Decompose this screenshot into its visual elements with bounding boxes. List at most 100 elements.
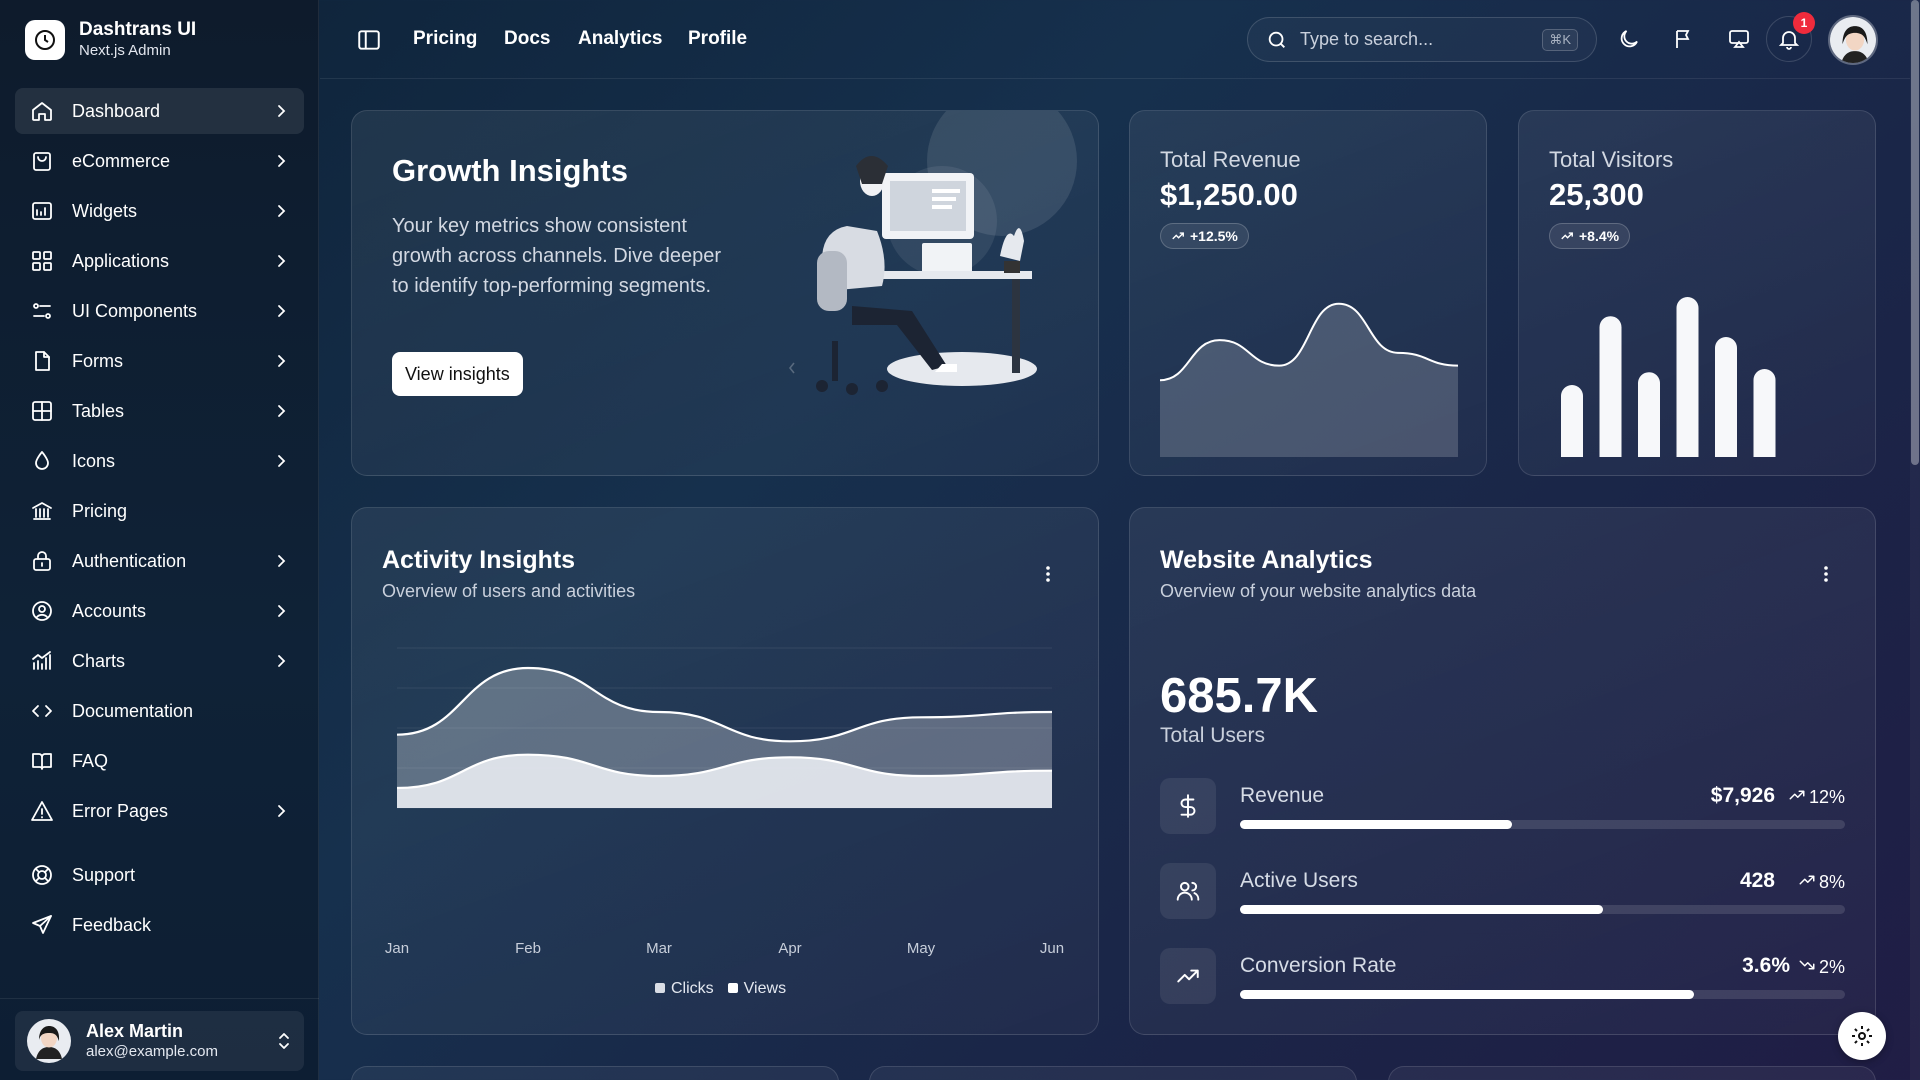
- top-header: Pricing Docs Analytics Profile ⌘K 1: [320, 0, 1910, 79]
- trending-down-icon: [1798, 956, 1816, 979]
- sidebar-item-pricing[interactable]: Pricing: [15, 488, 304, 534]
- visitors-bar-base: [1638, 446, 1660, 457]
- metric-progress-fill: [1240, 820, 1513, 829]
- sidebar-item-accounts[interactable]: Accounts: [15, 588, 304, 634]
- growth-text: Your key metrics show consistent growth …: [392, 215, 722, 297]
- search-icon: [1268, 31, 1285, 48]
- sidebar-item-support[interactable]: Support: [15, 852, 304, 898]
- lifebuoy-icon: [29, 862, 55, 888]
- dollar-icon: [1160, 778, 1216, 834]
- flag-icon[interactable]: [1670, 25, 1698, 53]
- grid-icon: [29, 248, 55, 274]
- settings-button[interactable]: [1838, 1012, 1886, 1060]
- chevron-right-icon: [274, 804, 288, 818]
- activity-title: Activity Insights: [382, 546, 576, 574]
- cast-icon[interactable]: [1725, 25, 1753, 53]
- visitors-label: Total Visitors: [1549, 147, 1674, 172]
- nav-link-profile[interactable]: Profile: [688, 28, 748, 49]
- sidebar-item-faq[interactable]: FAQ: [15, 738, 304, 784]
- metric-value: 428: [1739, 869, 1775, 892]
- more-vertical-icon[interactable]: [1038, 564, 1058, 584]
- notifications-button[interactable]: [1766, 16, 1812, 62]
- revenue-value: $1,250.00: [1160, 177, 1298, 212]
- chevron-right-icon: [274, 354, 288, 368]
- chevron-right-icon: [274, 604, 288, 618]
- users-icon: [1160, 863, 1216, 919]
- sidebar-item-applications[interactable]: Applications: [15, 238, 304, 284]
- profile-avatar[interactable]: [1828, 15, 1878, 65]
- user-circle-icon: [29, 598, 55, 624]
- metric-label: Active Users: [1240, 869, 1358, 892]
- sidebar-item-error-pages[interactable]: Error Pages: [15, 788, 304, 834]
- activity-subtitle: Overview of users and activities: [382, 581, 636, 601]
- sidebar-item-documentation[interactable]: Documentation: [15, 688, 304, 734]
- sidebar-item-charts[interactable]: Charts: [15, 638, 304, 684]
- nav-link-pricing[interactable]: Pricing: [413, 28, 478, 49]
- metric-label: Conversion Rate: [1240, 954, 1397, 977]
- visitors-bar-base: [1753, 446, 1776, 457]
- revenue-area: [1160, 303, 1458, 457]
- nav-spacer: [15, 838, 304, 852]
- chevron-right-icon: [274, 654, 288, 668]
- clock-icon: [25, 19, 65, 60]
- total-visitors-card: Total Visitors 25,300 +8.4%: [1518, 110, 1876, 476]
- table-icon: [29, 398, 55, 424]
- brand-title: Dashtrans UI: [79, 19, 197, 40]
- moon-icon[interactable]: [1615, 25, 1643, 53]
- user-menu[interactable]: Alex Martin alex@example.com: [15, 1011, 304, 1071]
- chevron-right-icon: [274, 204, 288, 218]
- sidebar-item-authentication[interactable]: Authentication: [15, 538, 304, 584]
- book-icon: [29, 748, 55, 774]
- total-revenue-card: Total Revenue $1,250.00 +12.5%: [1129, 110, 1487, 476]
- visitors-bar-base: [1561, 446, 1583, 457]
- metric-label: Revenue: [1240, 784, 1325, 807]
- sidebar-item-ecommerce[interactable]: eCommerce: [15, 138, 304, 184]
- sidebar-item-label: Documentation: [72, 700, 194, 721]
- metric-value: $7,926: [1710, 784, 1775, 807]
- activity-insights-card: Activity Insights Overview of users and …: [351, 507, 1099, 1035]
- view-insights-button[interactable]: View insights: [392, 352, 523, 396]
- chevron-right-icon: [274, 554, 288, 568]
- send-icon: [29, 912, 55, 938]
- growth-insights-card: Growth Insights Your key metrics show co…: [351, 110, 1099, 476]
- nav-link-analytics[interactable]: Analytics: [578, 28, 663, 49]
- chart-icon: [29, 648, 55, 674]
- legend-item-views[interactable]: Views: [727, 980, 786, 998]
- area-views: [397, 754, 1052, 808]
- nav-link-docs[interactable]: Docs: [504, 28, 551, 49]
- sidebar-item-widgets[interactable]: Widgets: [15, 188, 304, 234]
- sidebar-item-ui-components[interactable]: UI Components: [15, 288, 304, 334]
- search-input[interactable]: [1300, 29, 1543, 50]
- sidebar-item-label: Icons: [72, 450, 116, 471]
- revenue-line: [1160, 302, 1458, 382]
- legend-item-clicks[interactable]: Clicks: [655, 980, 714, 998]
- sidebar-item-label: eCommerce: [72, 150, 171, 171]
- sidebar-item-label: Widgets: [72, 200, 138, 221]
- user-email: alex@example.com: [86, 1043, 218, 1060]
- metric-revenue: Revenue $7,926 12%: [1160, 778, 1845, 838]
- chevron-right-icon: [274, 454, 288, 468]
- more-vertical-icon[interactable]: [1816, 564, 1836, 584]
- gear-icon: [1852, 1026, 1872, 1046]
- search-shortcut: ⌘K: [1542, 28, 1578, 51]
- brand[interactable]: Dashtrans UI Next.js Admin: [25, 19, 196, 60]
- trending-up-icon: [1561, 232, 1573, 240]
- chevron-up-down-icon: [279, 1033, 289, 1049]
- sidebar-item-forms[interactable]: Forms: [15, 338, 304, 384]
- sidebar-item-tables[interactable]: Tables: [15, 388, 304, 434]
- revenue-sparkline: [1160, 302, 1458, 457]
- bell-icon: [1778, 31, 1800, 50]
- metric-progress-track: [1240, 820, 1845, 829]
- sidebar-item-label: Feedback: [72, 914, 152, 935]
- sidebar-item-dashboard[interactable]: Dashboard: [15, 88, 304, 134]
- sidebar-item-feedback[interactable]: Feedback: [15, 902, 304, 948]
- scrollbar-thumb[interactable]: [1911, 0, 1919, 465]
- trending-up-icon: [1172, 232, 1184, 240]
- sidebar-toggle-icon[interactable]: [356, 27, 382, 53]
- chevron-right-icon: [274, 254, 288, 268]
- file-icon: [29, 348, 55, 374]
- metric-progress-fill: [1240, 990, 1694, 999]
- sidebar-item-label: Accounts: [72, 600, 147, 621]
- sidebar-item-icons[interactable]: Icons: [15, 438, 304, 484]
- sidebar-item-label: Authentication: [72, 550, 187, 571]
